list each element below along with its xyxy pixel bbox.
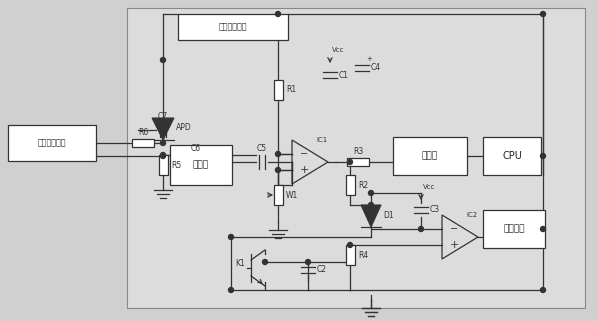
Text: W1: W1 xyxy=(286,190,298,199)
Text: K1: K1 xyxy=(235,259,245,268)
Text: Vcc: Vcc xyxy=(332,47,344,53)
Circle shape xyxy=(276,152,280,157)
Text: APD: APD xyxy=(176,124,192,133)
Circle shape xyxy=(160,141,166,145)
Circle shape xyxy=(368,203,374,207)
Text: 高压偏置电压: 高压偏置电压 xyxy=(219,22,247,31)
Circle shape xyxy=(276,12,280,16)
Bar xyxy=(170,145,232,185)
Circle shape xyxy=(541,12,545,16)
Polygon shape xyxy=(361,205,381,227)
Text: 计数器: 计数器 xyxy=(422,152,438,160)
Text: +: + xyxy=(449,240,459,250)
Text: −: − xyxy=(450,224,458,234)
Text: C3: C3 xyxy=(430,205,440,214)
Text: C2: C2 xyxy=(317,265,327,274)
Text: R6: R6 xyxy=(138,128,148,137)
Text: Vcc: Vcc xyxy=(423,184,435,190)
Bar xyxy=(346,175,355,195)
Text: C1: C1 xyxy=(339,71,349,80)
Circle shape xyxy=(160,152,166,158)
Text: R3: R3 xyxy=(353,147,363,156)
Text: +: + xyxy=(366,56,372,62)
Circle shape xyxy=(541,288,545,292)
Text: C7: C7 xyxy=(158,112,168,121)
Bar xyxy=(158,155,167,175)
Circle shape xyxy=(306,259,310,265)
Text: 报警阁限: 报警阁限 xyxy=(504,224,525,233)
Text: 放大器: 放大器 xyxy=(193,160,209,169)
Text: R2: R2 xyxy=(358,180,368,189)
Polygon shape xyxy=(152,118,174,140)
Circle shape xyxy=(419,227,423,231)
Circle shape xyxy=(541,153,545,159)
Circle shape xyxy=(160,153,166,159)
Circle shape xyxy=(347,160,352,164)
Text: IC1: IC1 xyxy=(316,137,327,143)
Text: C6: C6 xyxy=(191,144,201,153)
Text: C5: C5 xyxy=(257,144,267,153)
Circle shape xyxy=(276,168,280,172)
Bar xyxy=(483,137,541,175)
Text: R1: R1 xyxy=(286,85,296,94)
Bar xyxy=(483,210,545,248)
Text: 直流偏置电压: 直流偏置电压 xyxy=(38,138,66,148)
Bar xyxy=(127,8,585,308)
Text: R4: R4 xyxy=(358,250,368,259)
Text: IC2: IC2 xyxy=(466,212,477,218)
Text: −: − xyxy=(300,149,308,159)
Bar xyxy=(273,80,282,100)
Circle shape xyxy=(228,235,233,239)
Circle shape xyxy=(541,227,545,231)
Bar xyxy=(132,139,154,147)
Circle shape xyxy=(347,242,352,247)
Bar xyxy=(273,185,282,205)
Bar xyxy=(347,158,369,166)
Circle shape xyxy=(160,57,166,63)
Text: D1: D1 xyxy=(383,212,393,221)
Circle shape xyxy=(368,190,374,195)
Bar xyxy=(178,14,288,40)
Text: +: + xyxy=(300,165,309,175)
Bar xyxy=(8,125,96,161)
Circle shape xyxy=(228,288,233,292)
Bar xyxy=(346,245,355,265)
Circle shape xyxy=(263,259,267,265)
Text: CPU: CPU xyxy=(502,151,522,161)
Text: R5: R5 xyxy=(171,160,181,169)
Bar xyxy=(393,137,467,175)
Text: C4: C4 xyxy=(371,64,381,73)
